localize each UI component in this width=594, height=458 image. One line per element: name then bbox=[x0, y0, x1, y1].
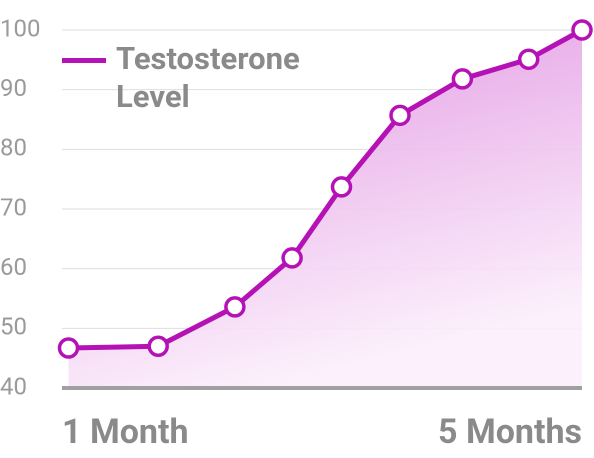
legend-swatch bbox=[62, 58, 106, 63]
x-tick-label: 5 Months bbox=[438, 412, 582, 452]
y-tick-label: 100 bbox=[0, 14, 40, 42]
point bbox=[147, 335, 169, 357]
point bbox=[330, 176, 353, 198]
point bbox=[281, 247, 303, 269]
point bbox=[571, 19, 593, 41]
y-tick-label: 70 bbox=[0, 193, 27, 221]
y-tick-label: 60 bbox=[0, 253, 27, 281]
legend: Testosterone Level bbox=[62, 40, 336, 116]
y-tick-label: 90 bbox=[0, 74, 27, 102]
point bbox=[57, 337, 80, 359]
y-tick-label: 80 bbox=[0, 134, 27, 162]
legend-label: Testosterone Level bbox=[116, 40, 300, 115]
y-tick-label: 40 bbox=[0, 372, 27, 400]
y-tick-label: 50 bbox=[0, 313, 27, 341]
point bbox=[224, 296, 246, 318]
point bbox=[517, 48, 540, 70]
point bbox=[451, 68, 474, 90]
area bbox=[68, 30, 582, 388]
x-tick-label: 1 Month bbox=[62, 412, 189, 452]
point bbox=[389, 104, 411, 127]
